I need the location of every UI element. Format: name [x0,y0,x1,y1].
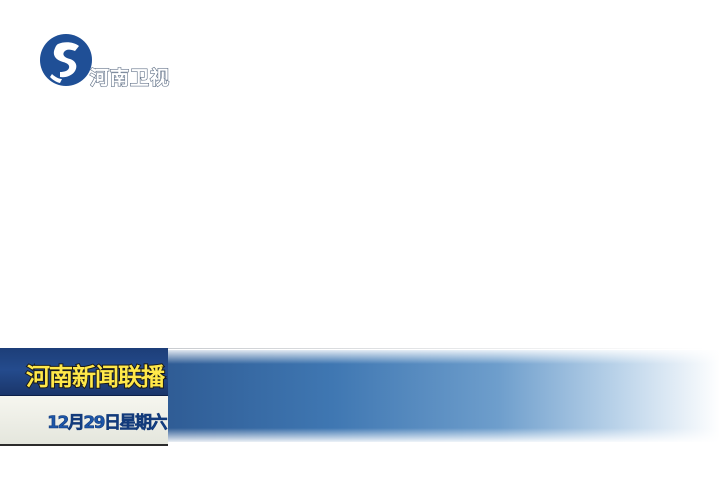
news-lower-third: 河南新闻联播 12月29日星期六 [0,348,720,448]
broadcast-date: 12月29日星期六 [47,413,168,434]
program-info-box: 河南新闻联播 12月29日星期六 [0,348,168,446]
henan-map-logo-icon [40,34,92,86]
channel-logo: 河南卫视 [38,32,188,90]
banner-gradient-bar [166,350,720,442]
program-title: 河南新闻联播 [25,362,166,392]
channel-name: 河南卫视 [89,66,171,89]
banner-top-line [166,348,706,349]
date-panel: 12月29日星期六 [0,396,168,444]
program-title-panel: 河南新闻联播 [0,348,168,396]
